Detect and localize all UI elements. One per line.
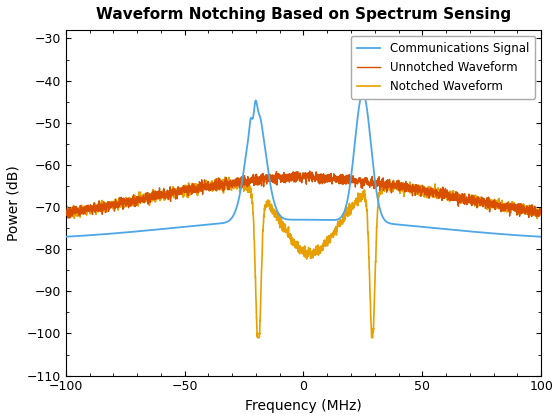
Communications Signal	[244, 143, 251, 148]
Unnotched Waveform	[65, 215, 72, 220]
Communications Signal	[62, 234, 69, 239]
Communications Signal	[417, 224, 424, 229]
Legend: Communications Signal, Unnotched Waveform, Notched Waveform: Communications Signal, Unnotched Wavefor…	[351, 36, 535, 99]
Notched Waveform	[222, 175, 228, 180]
Unnotched Waveform	[417, 192, 424, 197]
Notched Waveform	[149, 191, 156, 196]
Notched Waveform	[62, 210, 69, 215]
Notched Waveform	[372, 275, 379, 280]
Communications Signal	[453, 228, 460, 233]
Notched Waveform	[254, 335, 261, 340]
Unnotched Waveform	[372, 184, 379, 189]
Title: Waveform Notching Based on Spectrum Sensing: Waveform Notching Based on Spectrum Sens…	[96, 7, 511, 22]
Notched Waveform	[417, 184, 424, 189]
Unnotched Waveform	[454, 193, 460, 198]
Notched Waveform	[454, 192, 460, 197]
Communications Signal	[372, 178, 379, 183]
Communications Signal	[347, 176, 354, 181]
X-axis label: Frequency (MHz): Frequency (MHz)	[245, 399, 362, 413]
Unnotched Waveform	[244, 181, 251, 186]
Unnotched Waveform	[149, 194, 156, 199]
Unnotched Waveform	[62, 206, 69, 211]
Line: Notched Waveform: Notched Waveform	[66, 177, 541, 338]
Unnotched Waveform	[348, 175, 354, 180]
Notched Waveform	[244, 184, 251, 189]
Notched Waveform	[538, 212, 544, 217]
Unnotched Waveform	[306, 168, 313, 173]
Unnotched Waveform	[538, 211, 544, 216]
Line: Unnotched Waveform: Unnotched Waveform	[66, 171, 541, 218]
Y-axis label: Power (dB): Power (dB)	[7, 165, 21, 241]
Communications Signal	[149, 228, 156, 233]
Notched Waveform	[348, 206, 354, 211]
Line: Communications Signal: Communications Signal	[66, 93, 541, 237]
Communications Signal	[360, 91, 366, 96]
Communications Signal	[538, 234, 544, 239]
